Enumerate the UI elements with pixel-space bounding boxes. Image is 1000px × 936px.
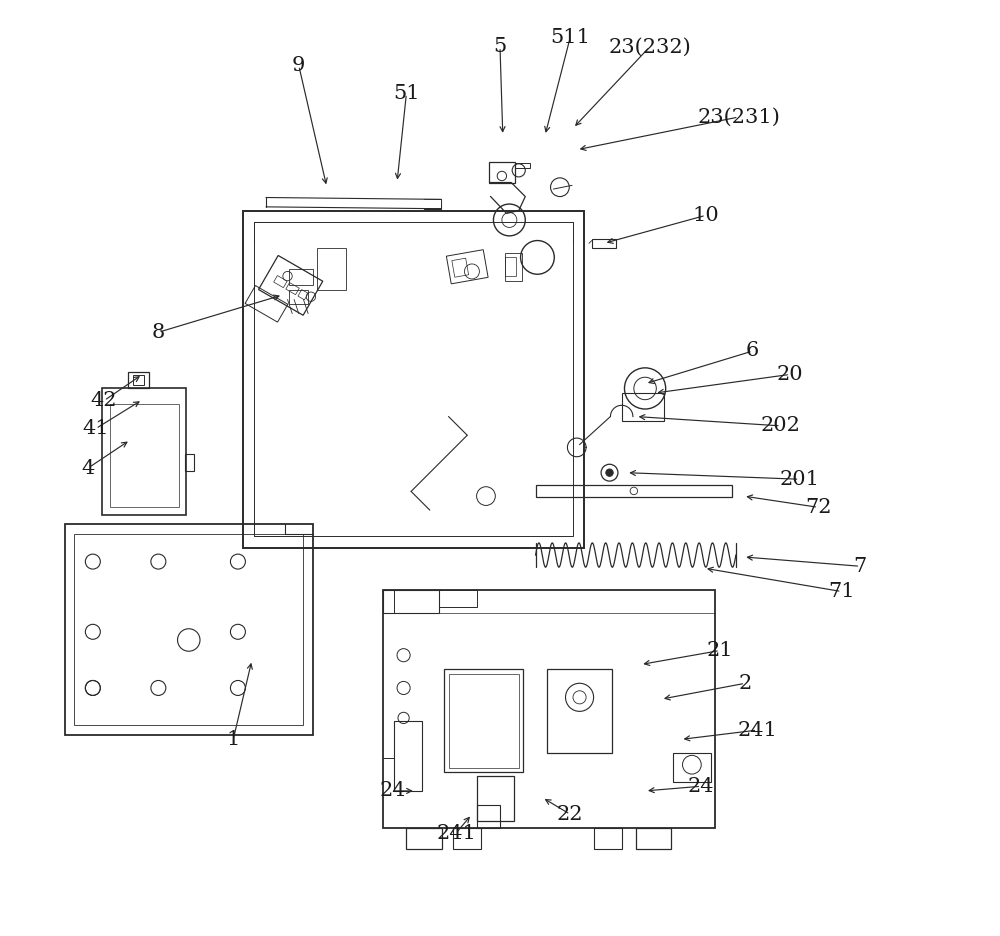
Text: 9: 9 xyxy=(292,56,305,75)
Bar xyxy=(515,163,530,168)
Text: 71: 71 xyxy=(828,582,855,601)
Bar xyxy=(547,669,612,753)
Text: 24: 24 xyxy=(688,777,714,796)
Text: 23(231): 23(231) xyxy=(697,108,780,126)
Bar xyxy=(406,828,442,849)
Bar xyxy=(449,674,519,768)
Text: 6: 6 xyxy=(746,342,759,360)
Bar xyxy=(594,828,622,849)
Text: 20: 20 xyxy=(777,365,803,384)
Text: 21: 21 xyxy=(707,641,733,660)
Bar xyxy=(128,372,149,388)
Bar xyxy=(286,283,299,295)
Text: 51: 51 xyxy=(393,84,420,103)
Circle shape xyxy=(606,469,613,476)
Bar xyxy=(274,275,287,287)
Bar xyxy=(536,485,732,497)
Bar xyxy=(289,290,308,304)
Bar xyxy=(317,248,346,290)
Bar xyxy=(446,250,488,284)
Text: 241: 241 xyxy=(436,824,476,842)
Text: 72: 72 xyxy=(805,498,831,517)
Text: 42: 42 xyxy=(91,391,117,410)
Bar xyxy=(243,211,584,548)
Text: 511: 511 xyxy=(550,28,590,47)
Bar xyxy=(439,590,477,607)
Bar xyxy=(477,805,500,828)
Text: 41: 41 xyxy=(82,419,109,438)
Text: 202: 202 xyxy=(761,417,801,435)
Text: 8: 8 xyxy=(152,323,165,342)
Text: 22: 22 xyxy=(557,805,583,824)
Bar xyxy=(453,828,481,849)
Bar xyxy=(185,454,194,471)
Text: 24: 24 xyxy=(379,782,406,800)
Text: 4: 4 xyxy=(82,459,95,477)
Bar xyxy=(259,256,323,315)
Text: 23(232): 23(232) xyxy=(608,37,691,56)
Bar xyxy=(424,199,441,209)
Bar xyxy=(636,828,671,849)
Bar xyxy=(74,534,303,725)
Bar xyxy=(133,375,144,385)
Text: 2: 2 xyxy=(739,674,752,693)
Text: 5: 5 xyxy=(493,37,507,56)
Text: 7: 7 xyxy=(854,557,867,576)
Bar xyxy=(65,524,313,735)
Bar xyxy=(298,289,308,300)
Bar xyxy=(394,721,422,791)
Bar xyxy=(102,388,186,515)
Bar xyxy=(489,162,515,183)
Bar xyxy=(245,285,288,322)
Bar xyxy=(452,258,469,277)
Bar xyxy=(383,590,439,613)
Text: 10: 10 xyxy=(693,206,719,225)
Bar xyxy=(289,269,313,285)
Bar xyxy=(505,253,522,281)
Bar xyxy=(254,222,573,536)
Bar xyxy=(622,393,664,421)
Text: 241: 241 xyxy=(737,721,777,739)
Bar xyxy=(673,753,711,782)
Bar xyxy=(444,669,523,772)
Bar xyxy=(505,257,516,276)
Text: 201: 201 xyxy=(780,470,820,489)
Bar xyxy=(477,776,514,821)
Text: 1: 1 xyxy=(227,730,240,749)
Bar xyxy=(110,404,179,507)
Bar xyxy=(592,239,616,248)
Bar xyxy=(383,590,715,828)
